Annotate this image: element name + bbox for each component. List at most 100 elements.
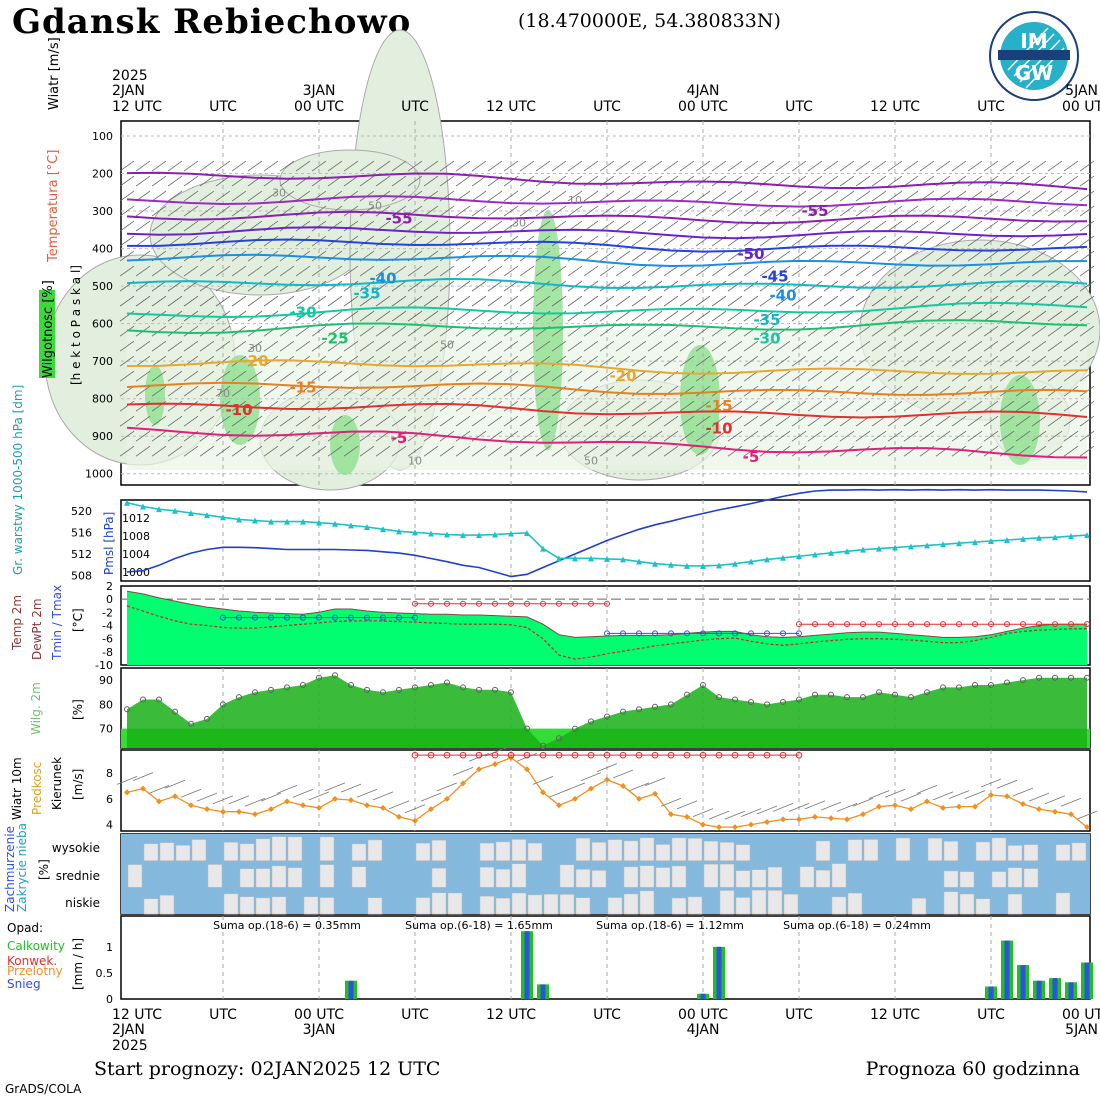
rh-2m-marker bbox=[588, 718, 594, 725]
gust-marker bbox=[571, 751, 579, 759]
gust-marker bbox=[539, 751, 547, 759]
wind-barb bbox=[1031, 280, 1047, 292]
wind-speed-marker bbox=[956, 803, 962, 810]
cloud-bar bbox=[431, 892, 447, 915]
wind-barb bbox=[183, 385, 199, 397]
thickness-marker bbox=[732, 560, 738, 567]
rh-2m-marker bbox=[940, 684, 946, 691]
wind-barb bbox=[583, 295, 599, 307]
rh-2m-marker bbox=[700, 681, 706, 688]
wind-barb bbox=[711, 310, 727, 322]
wind-barb bbox=[1079, 415, 1095, 427]
wind-barb bbox=[551, 205, 567, 217]
tmin-marker bbox=[716, 630, 722, 637]
wind-barb bbox=[343, 355, 359, 367]
wind-barb bbox=[327, 340, 343, 352]
wind-barb bbox=[471, 190, 487, 202]
cloud-bar bbox=[255, 897, 271, 915]
wind-speed-marker bbox=[460, 780, 466, 787]
wind-barb bbox=[199, 415, 215, 427]
wind-barb bbox=[343, 175, 359, 187]
wind-barb bbox=[615, 295, 631, 307]
wind-barb bbox=[423, 355, 439, 367]
wind-barb bbox=[279, 370, 295, 382]
wind-barb bbox=[599, 160, 615, 172]
bottom-time-label: 00 UTC bbox=[1062, 1007, 1100, 1023]
wind-barb bbox=[247, 400, 263, 412]
top-time-label: 00 UTC bbox=[1062, 99, 1100, 115]
temp-unit-label: [°C] bbox=[71, 608, 85, 632]
thickness-marker bbox=[956, 540, 962, 547]
wind-barb bbox=[1031, 415, 1047, 427]
wind-barb bbox=[215, 385, 231, 397]
wind-barb bbox=[196, 792, 218, 802]
wind-barb bbox=[647, 430, 663, 442]
wind-barb bbox=[743, 340, 759, 352]
wind-barb bbox=[887, 310, 903, 322]
tmin-marker bbox=[412, 614, 418, 621]
wind-barb bbox=[311, 265, 327, 277]
wind-barb bbox=[1015, 340, 1031, 352]
wind-barb bbox=[343, 160, 359, 172]
wind-barb bbox=[471, 220, 487, 232]
precip-legend-total: Calkowity bbox=[7, 939, 65, 953]
wind-barb bbox=[919, 250, 935, 262]
cloud-bar bbox=[367, 897, 383, 915]
wind-barb bbox=[391, 220, 407, 232]
wind-barb bbox=[967, 235, 983, 247]
wind-barb bbox=[1047, 445, 1063, 457]
bottom-date-label: 2JAN bbox=[112, 1022, 145, 1038]
cloud-bar bbox=[303, 896, 319, 915]
wind-barb bbox=[615, 385, 631, 397]
wind-barb bbox=[519, 415, 535, 427]
wind-barb bbox=[903, 355, 919, 367]
cloud-bar bbox=[495, 868, 511, 888]
wind-barb bbox=[887, 220, 903, 232]
gust-marker bbox=[619, 751, 627, 759]
wind-barb bbox=[983, 205, 999, 217]
cloud-bar bbox=[1071, 842, 1087, 861]
wind-barb bbox=[583, 160, 599, 172]
wind-barb bbox=[1047, 235, 1063, 247]
rh-2m-marker bbox=[668, 701, 674, 708]
rh-2m-marker bbox=[316, 674, 322, 681]
wind-barb bbox=[1079, 340, 1095, 352]
wind-barb bbox=[391, 325, 407, 337]
wind-barb bbox=[423, 175, 439, 187]
wind-barb bbox=[724, 810, 746, 820]
rh-2m-marker bbox=[236, 694, 242, 701]
wind-barb bbox=[167, 325, 183, 337]
wind-barb bbox=[215, 220, 231, 232]
bottom-date-label: 5JAN bbox=[1065, 1022, 1098, 1038]
pressure-tick-label: 1000 bbox=[85, 468, 113, 481]
thickness-marker bbox=[556, 555, 562, 562]
wind-barb bbox=[615, 325, 631, 337]
wind-barb bbox=[1063, 310, 1079, 322]
wind-barb bbox=[839, 370, 855, 382]
cloud-bar bbox=[559, 894, 575, 915]
wind-barb bbox=[727, 355, 743, 367]
thickness-marker bbox=[588, 555, 594, 562]
wind-barb bbox=[231, 190, 247, 202]
gust-marker bbox=[747, 751, 755, 759]
wind-barb bbox=[295, 325, 311, 337]
wind-barb bbox=[407, 355, 423, 367]
wind-barb bbox=[263, 235, 279, 247]
wind-barb bbox=[836, 803, 858, 812]
cloud-bar bbox=[239, 868, 255, 888]
wind-barb bbox=[759, 205, 775, 217]
wind-barb bbox=[871, 220, 887, 232]
wind-barb bbox=[727, 250, 743, 262]
tmin-marker bbox=[348, 614, 354, 621]
wind-barb bbox=[855, 265, 871, 277]
wind-barb bbox=[1079, 400, 1095, 412]
wind-barb bbox=[727, 430, 743, 442]
rh-2m-marker bbox=[892, 691, 898, 698]
wind-barb bbox=[1031, 370, 1047, 382]
wind-barb bbox=[167, 385, 183, 397]
wind-barb bbox=[692, 808, 714, 817]
wind-barb bbox=[839, 220, 855, 232]
thickness-marker bbox=[284, 518, 290, 525]
wind-barb bbox=[727, 265, 743, 277]
precip-unit-label: [mm / h] bbox=[71, 938, 85, 990]
